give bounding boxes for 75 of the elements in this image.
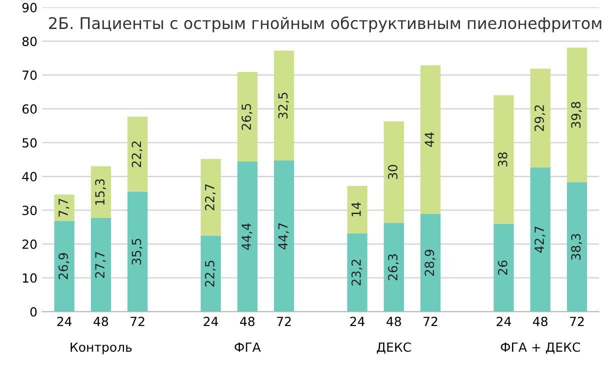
data-label: 44,7 [278,223,289,250]
bar [237,72,258,162]
bar [127,116,148,192]
bar [530,68,550,168]
bar [54,220,74,312]
y-tick-label: 20 [22,240,37,249]
data-label: 44,4 [242,223,252,250]
data-label: 7,7 [58,198,70,217]
x-tick-label: 48 [386,316,401,326]
bar [566,48,588,182]
bar [200,158,221,236]
data-label: 39,8 [571,102,582,128]
bar [54,194,74,221]
x-tick-label: 24 [57,316,72,326]
data-label: 26 [498,260,508,275]
x-tick-label: 72 [424,316,438,326]
data-label: 42,7 [534,226,546,253]
x-tick-label: 72 [277,316,291,326]
bar [90,166,112,218]
bar [237,162,258,312]
y-tick-label: 50 [22,138,37,148]
x-tick-label: 72 [130,316,144,326]
data-label: 29,2 [534,105,546,131]
y-tick-label: 90 [22,2,37,12]
data-label: 35,5 [132,238,142,265]
bar [274,50,294,161]
data-label: 22,7 [204,184,216,210]
data-label: 22,5 [204,260,216,287]
x-tick-label: 48 [240,316,255,326]
text: ФГА + ДЕКС [500,342,580,354]
text: ДЕКС [376,342,411,354]
y-tick-label: 30 [22,206,37,216]
bar [347,186,368,234]
data-label: 23,2 [351,260,362,286]
data-label: 38,3 [571,234,582,260]
bar [494,95,514,224]
data-label: 15,3 [95,179,106,205]
text: ФГА [234,342,261,352]
data-label: 27,7 [95,252,106,278]
bar [530,167,550,312]
data-label: 26,5 [242,104,252,130]
x-tick-label: 24 [350,316,365,326]
bar [420,65,441,214]
text: 2Б. Пациенты с острым гнойным обструктивным пиелонефритом [49,16,602,32]
x-tick-label: 72 [570,316,584,326]
bar [200,236,221,312]
bar [384,121,404,223]
data-label: 26,9 [58,253,70,280]
text: Контроль [70,342,132,354]
y-tick-label: 70 [22,70,37,80]
data-label: 44 [424,132,434,147]
bar [420,214,441,312]
bar [274,160,294,312]
bar [384,222,404,312]
y-tick-label: 40 [22,172,37,182]
data-label: 26,3 [388,254,399,280]
data-label: 38 [498,152,508,167]
bar [90,218,112,312]
data-label: 28,9 [424,250,436,276]
y-tick-label: 10 [22,273,37,283]
data-label: 32,5 [278,92,289,119]
x-tick-label: 24 [204,316,218,326]
y-tick-label: 0 [30,307,37,317]
bar [347,233,368,312]
bar [494,224,514,312]
x-tick-label: 48 [94,316,108,326]
data-label: 14 [352,202,361,216]
bar [566,182,588,312]
data-label: 22,2 [132,141,142,168]
y-tick-label: 60 [22,104,37,114]
x-tick-label: 48 [533,316,548,326]
x-tick-label: 24 [496,316,511,326]
y-tick-label: 80 [22,36,37,46]
bar [127,192,148,312]
data-label: 30 [388,164,398,180]
